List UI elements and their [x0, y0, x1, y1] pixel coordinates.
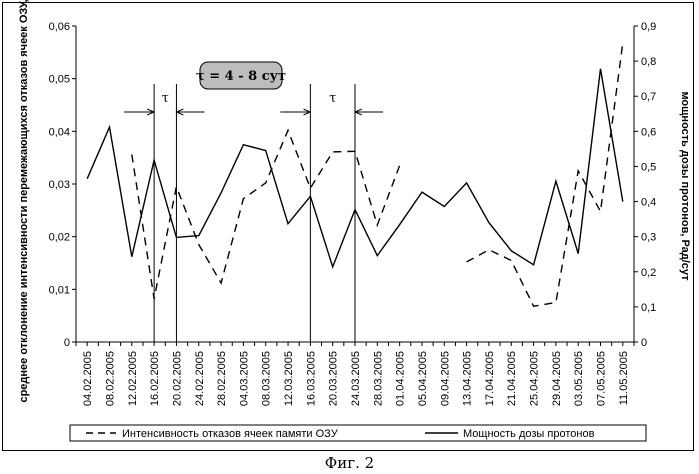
x-tick-label: 12.03.2005 [283, 351, 295, 406]
ticks-layer: 0 0,01 0,02 0,03 0,04 0,05 0,06 0 0,1 0,2 0,3 0,4 0,… [49, 21, 657, 406]
y-right-tick-label: 0,4 [641, 197, 656, 209]
tau-label: τ [329, 91, 336, 106]
x-tick-label: 16.02.2005 [149, 351, 161, 406]
tau-label: τ [162, 91, 169, 106]
x-tick-label: 04.03.2005 [238, 351, 250, 406]
y-right-tick-label: 0,5 [641, 161, 656, 173]
y-left-tick-label: 0,04 [49, 126, 70, 138]
y-right-tick-label: 0,8 [641, 56, 656, 68]
y-right-tick-label: 0,7 [641, 91, 656, 103]
x-tick-label: 28.02.2005 [216, 351, 228, 406]
tau-box: τ = 4 - 8 сут [196, 62, 286, 89]
y-axis-right-title: мощность дозы протонов, Рад/сут [679, 91, 691, 281]
y-left-tick-label: 0,03 [49, 179, 70, 191]
x-tick-label: 12.02.2005 [127, 351, 139, 406]
y-right-tick-label: 0,2 [641, 267, 656, 279]
x-tick-label: 05.04.2005 [417, 351, 429, 406]
y-right-tick-label: 0,1 [641, 302, 656, 314]
x-tick-label: 24.03.2005 [350, 351, 362, 406]
x-tick-label: 09.04.2005 [439, 351, 451, 406]
x-tick-label: 25.04.2005 [529, 351, 541, 406]
y-right-tick-label: 0,6 [641, 126, 656, 138]
y-left-tick-label: 0 [64, 337, 70, 349]
y-right-tick-label: 0 [641, 337, 647, 349]
x-tick-label: 29.04.2005 [551, 351, 563, 406]
y-right-tick-label: 0,3 [641, 232, 656, 244]
x-tick-label: 08.02.2005 [104, 351, 116, 406]
x-tick-label: 08.03.2005 [261, 351, 273, 406]
y-left-tick-label: 0,02 [49, 232, 70, 244]
x-tick-label: 01.04.2005 [395, 351, 407, 406]
y-right-tick-label: 0,9 [641, 21, 656, 33]
x-tick-label: 11.05.2005 [618, 351, 630, 405]
x-tick-label: 20.03.2005 [328, 351, 340, 406]
annotation-layer: ττ [124, 84, 383, 342]
y-left-tick-label: 0,06 [49, 21, 70, 33]
series-failures-line [132, 130, 400, 298]
x-tick-label: 04.02.2005 [82, 351, 94, 406]
x-tick-label: 24.02.2005 [194, 351, 206, 406]
x-tick-label: 17.04.2005 [484, 351, 496, 406]
tau-box-text: τ = 4 - 8 сут [196, 69, 286, 84]
legend-label-dose: Мощность дозы протонов [463, 428, 595, 440]
x-tick-label: 13.04.2005 [462, 351, 474, 406]
x-tick-label: 21.04.2005 [506, 351, 518, 406]
y-axis-left-title: среднее отклонение интенсивности перемеж… [18, 0, 30, 403]
legend-label-failures: Интенсивность отказов ячеек памяти ОЗУ [122, 428, 339, 440]
y-left-tick-label: 0,01 [49, 284, 70, 296]
legend: Интенсивность отказов ячеек памяти ОЗУ М… [70, 425, 646, 441]
x-tick-label: 07.05.2005 [596, 351, 608, 406]
y-left-tick-label: 0,05 [49, 74, 70, 86]
x-tick-label: 16.03.2005 [305, 351, 317, 406]
x-tick-label: 03.05.2005 [573, 351, 585, 406]
x-tick-label: 20.02.2005 [171, 351, 183, 406]
figure-caption: Фиг. 2 [0, 454, 699, 472]
x-tick-label: 28.03.2005 [372, 351, 384, 406]
